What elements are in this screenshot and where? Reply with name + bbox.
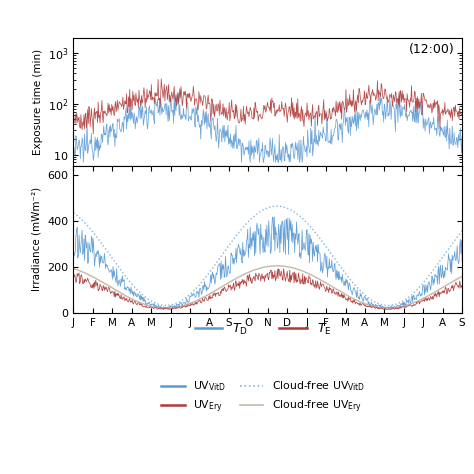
Y-axis label: Irradiance (mWm⁻²): Irradiance (mWm⁻²) <box>32 187 42 292</box>
Text: (12:00): (12:00) <box>409 43 455 56</box>
Legend: $T_\mathrm{D}$, $T_\mathrm{E}$: $T_\mathrm{D}$, $T_\mathrm{E}$ <box>190 317 337 342</box>
Legend: UV$_\mathrm{VitD}$, UV$_\mathrm{Ery}$, Cloud-free UV$_\mathrm{VitD}$, Cloud-free: UV$_\mathrm{VitD}$, UV$_\mathrm{Ery}$, C… <box>156 375 370 419</box>
Y-axis label: Exposure time (min): Exposure time (min) <box>33 49 43 155</box>
